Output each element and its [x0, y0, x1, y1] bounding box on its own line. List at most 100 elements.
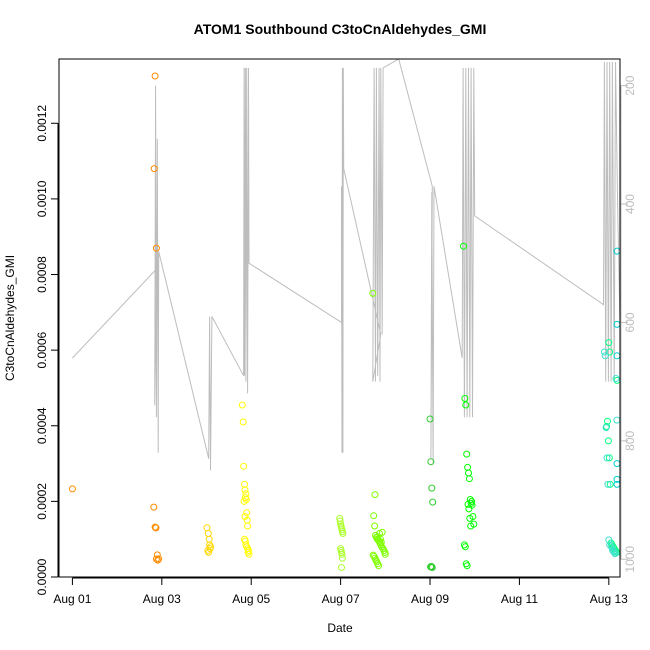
data-point	[426, 415, 434, 423]
y2-tick-label: 1000	[623, 546, 637, 573]
y2-tick-label: 200	[623, 75, 637, 95]
y2-tick-label: 400	[623, 194, 637, 214]
data-point	[244, 522, 252, 530]
data-point	[377, 538, 385, 546]
data-point	[338, 554, 346, 562]
data-point	[243, 509, 251, 517]
data-point	[605, 454, 613, 462]
data-point	[429, 498, 437, 506]
data-point	[466, 514, 474, 522]
data-point	[371, 491, 379, 499]
x-tick-label: Aug 11	[501, 592, 538, 606]
data-point	[240, 497, 248, 505]
pressure-trace	[72, 58, 621, 471]
data-point	[606, 480, 614, 488]
data-point	[604, 480, 612, 488]
data-point	[370, 512, 378, 520]
data-point	[461, 395, 469, 402]
data-point	[603, 454, 611, 462]
x-tick-label: Aug 05	[232, 592, 270, 606]
data-point	[605, 339, 613, 347]
y-tick-label: 0.0006	[35, 331, 49, 368]
data-point	[602, 424, 610, 432]
data-point	[204, 530, 212, 537]
data-point	[463, 450, 471, 458]
data-point	[339, 530, 347, 537]
data-point	[463, 562, 471, 570]
pressure-line	[72, 58, 621, 471]
y-tick-label: 0.0012	[35, 105, 49, 142]
x-tick-label: Aug 03	[143, 592, 181, 606]
data-point	[613, 460, 621, 468]
data-point	[207, 543, 214, 551]
data-point	[242, 490, 250, 498]
data-point	[465, 475, 473, 483]
data-point	[150, 503, 158, 511]
y-tick-label: 0.0010	[35, 180, 49, 217]
chart-title: ATOM1 Southbound C3toCnAldehydes_GMI	[194, 21, 487, 37]
data-point	[611, 550, 619, 558]
data-point	[605, 536, 613, 544]
data-point	[239, 418, 247, 426]
data-point	[242, 496, 250, 503]
data-point	[427, 458, 435, 466]
data-point	[464, 463, 472, 471]
data-point	[240, 462, 248, 470]
y2-tick-label: 600	[623, 312, 637, 332]
data-point	[152, 524, 160, 532]
y-tick-label: 0.0008	[35, 256, 49, 293]
data-point	[373, 533, 381, 541]
data-point	[203, 524, 211, 532]
data-point	[600, 348, 608, 356]
data-point	[465, 469, 472, 477]
data-point	[241, 480, 248, 488]
data-point	[610, 548, 618, 556]
data-point	[238, 401, 246, 409]
data-point	[369, 289, 377, 297]
y-tick-label: 0.0002	[35, 483, 49, 520]
x-tick-label: Aug 07	[322, 592, 360, 606]
plot-frame	[58, 58, 621, 578]
data-point	[606, 348, 614, 356]
x-tick-label: Aug 01	[53, 592, 91, 606]
data-point	[467, 522, 475, 530]
y-tick-label: 0.0000	[35, 558, 49, 595]
y-tick-label: 0.0004	[35, 407, 49, 444]
data-point	[154, 556, 162, 564]
y-axis: 0.0000 0.0002 0.0004 0.0006 0.0008 0.0010 0.00…	[35, 105, 59, 595]
data-points	[68, 72, 621, 571]
x-tick-label: Aug 13	[590, 592, 628, 606]
data-point	[613, 352, 621, 360]
data-point	[150, 165, 158, 173]
data-point	[465, 505, 473, 513]
data-point	[241, 486, 249, 494]
y-axis-label: C3toCnAldehydes_GMI	[3, 255, 17, 381]
x-tick-label: Aug 09	[411, 592, 449, 606]
data-point	[612, 375, 620, 382]
data-point	[153, 551, 161, 559]
data-point	[608, 543, 615, 551]
data-point	[462, 401, 470, 409]
right-pressure-axis: 200 400 600 800 1000	[620, 75, 637, 573]
data-point	[428, 484, 436, 492]
data-point	[460, 242, 467, 250]
data-point	[375, 562, 383, 570]
data-point	[338, 564, 345, 571]
data-point	[461, 543, 469, 551]
data-point	[68, 485, 76, 493]
data-point	[604, 417, 611, 425]
x-axis-label: Date	[327, 621, 353, 635]
data-point	[205, 535, 213, 543]
data-point	[381, 550, 389, 558]
y2-tick-label: 800	[623, 431, 637, 451]
data-point	[155, 555, 163, 563]
data-point	[338, 550, 346, 558]
x-axis: Aug 01 Aug 03 Aug 05 Aug 07 Aug 09 Aug 11 Aug …	[53, 577, 628, 606]
data-point	[152, 555, 160, 563]
data-point	[241, 513, 249, 520]
data-point	[604, 437, 612, 445]
data-point	[609, 547, 617, 555]
data-point	[152, 244, 160, 252]
data-point	[613, 416, 621, 424]
